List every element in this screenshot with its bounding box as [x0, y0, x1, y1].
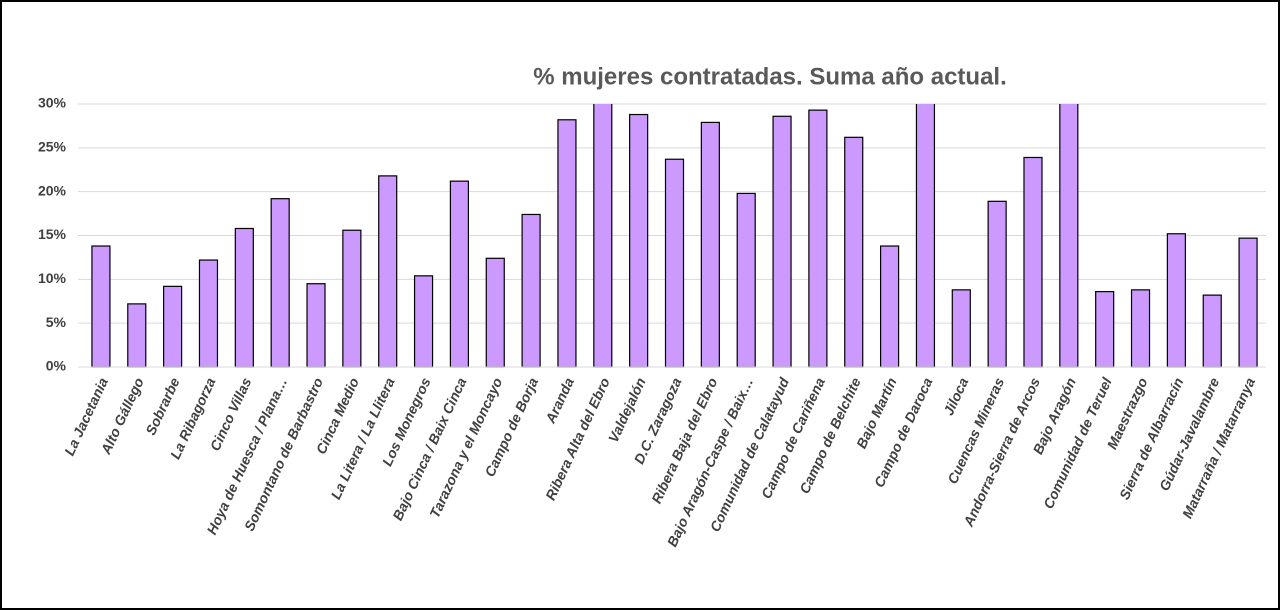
bar — [736, 192, 756, 368]
bar — [664, 158, 685, 368]
bar — [1166, 233, 1186, 368]
bar — [127, 303, 147, 368]
y-tick-label: 30% — [38, 95, 67, 111]
chart-title: % mujeres contratadas. Suma año actual. — [533, 63, 1007, 90]
bar — [844, 136, 864, 368]
bar — [879, 245, 900, 368]
y-tick-label: 10% — [38, 270, 67, 286]
bar — [234, 227, 254, 368]
y-tick-label: 0% — [46, 358, 67, 374]
bar — [485, 257, 505, 368]
bar — [700, 121, 720, 368]
bar — [808, 109, 828, 368]
bar — [163, 285, 183, 368]
bar — [1202, 294, 1222, 368]
bar — [91, 245, 111, 368]
bar — [557, 119, 577, 368]
bar — [1238, 237, 1258, 368]
y-tick-label: 20% — [38, 182, 67, 198]
bars — [91, 104, 1258, 368]
y-tick-label: 5% — [46, 314, 67, 330]
y-tick-label: 25% — [38, 139, 67, 155]
bar — [951, 289, 971, 368]
bar — [629, 113, 649, 368]
bar — [449, 180, 470, 368]
bar — [915, 104, 936, 368]
bar — [1095, 291, 1115, 368]
bar — [1023, 156, 1043, 368]
bar — [413, 275, 434, 368]
bar — [772, 115, 792, 368]
bar — [378, 175, 398, 368]
bar — [1130, 289, 1151, 368]
bar — [593, 104, 613, 368]
bar — [270, 198, 290, 368]
bar — [987, 200, 1007, 368]
y-tick-label: 15% — [38, 226, 67, 242]
bar — [1059, 104, 1079, 368]
bar — [198, 259, 219, 368]
bar — [521, 213, 541, 368]
bar — [342, 229, 362, 368]
bar — [306, 283, 326, 368]
